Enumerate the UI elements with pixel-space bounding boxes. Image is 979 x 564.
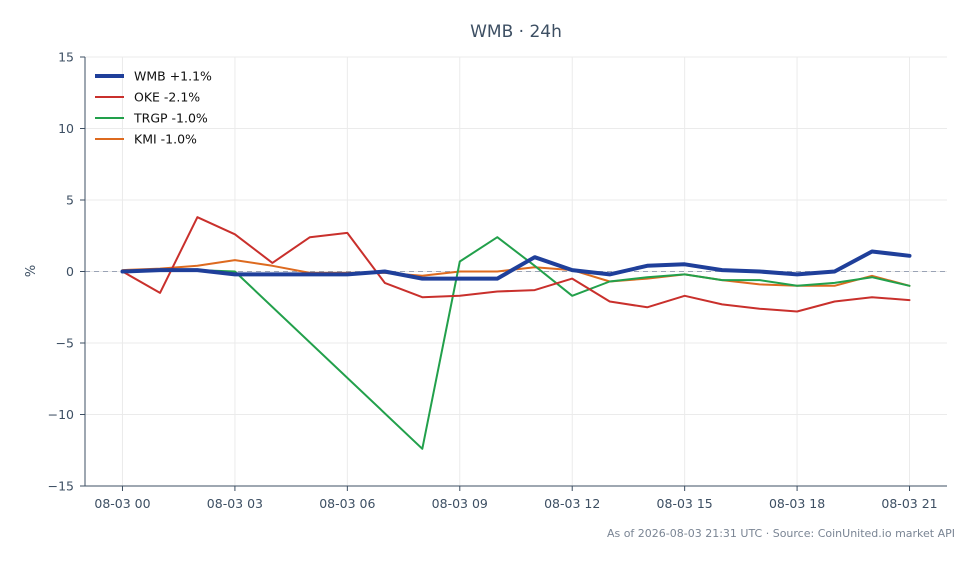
legend-label-wmb: WMB +1.1% <box>134 69 212 84</box>
y-axis-label: % <box>24 265 39 277</box>
series-line-oke <box>121 216 911 313</box>
y-tick-label: −10 <box>48 407 74 422</box>
x-tick-label: 08-03 00 <box>94 496 150 511</box>
x-tick-label: 08-03 21 <box>881 496 937 511</box>
chart-title: WMB · 24h <box>470 22 562 42</box>
legend-label-trgp: TRGP -1.0% <box>133 111 208 126</box>
x-tick-label: 08-03 03 <box>207 496 263 511</box>
legend-label-oke: OKE -2.1% <box>134 90 200 105</box>
y-tick-label: 10 <box>58 121 74 136</box>
series-line-trgp <box>121 236 911 450</box>
footer-source: As of 2026-08-03 21:31 UTC · Source: Coi… <box>607 527 955 540</box>
series-line-wmb <box>120 249 912 281</box>
axes: 15 10 5 0 −5 −10 −15 08-03 00 08-03 03 08-03 06 08… <box>48 50 947 511</box>
x-tick-label: 08-03 06 <box>319 496 375 511</box>
y-tick-label: 5 <box>66 193 74 208</box>
x-tick-label: 08-03 15 <box>657 496 713 511</box>
series-lines <box>120 216 912 450</box>
x-tick-label: 08-03 12 <box>544 496 600 511</box>
y-tick-label: −15 <box>48 479 74 494</box>
y-tick-label: 15 <box>58 50 74 65</box>
x-tick-label: 08-03 18 <box>769 496 825 511</box>
legend: WMB +1.1% OKE -2.1% TRGP -1.0% KMI -1.0% <box>95 69 212 147</box>
y-tick-label: 0 <box>66 264 74 279</box>
x-tick-label: 08-03 09 <box>432 496 488 511</box>
y-tick-label: −5 <box>56 336 74 351</box>
legend-label-kmi: KMI -1.0% <box>134 132 197 147</box>
